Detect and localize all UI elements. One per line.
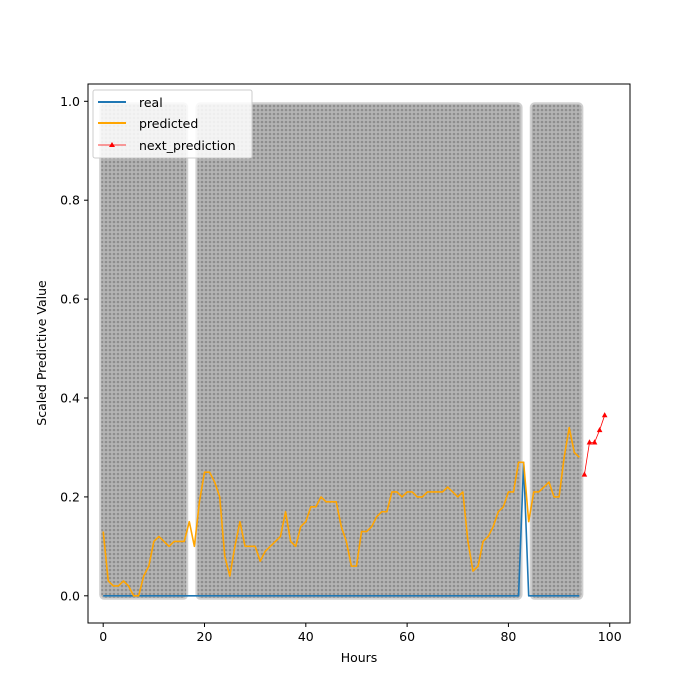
- legend-real-label: real: [139, 95, 163, 110]
- legend-box: [92, 89, 253, 159]
- legend-predicted-label: predicted: [139, 116, 198, 131]
- y-tick-label: 0.4: [60, 391, 80, 406]
- x-axis-label: Hours: [341, 650, 378, 665]
- next-prediction-point: [586, 439, 593, 445]
- x-tick-label: 0: [99, 629, 107, 644]
- next-prediction-point: [581, 471, 588, 477]
- series-line-predicted: [102, 426, 580, 597]
- x-tick-label: 60: [399, 629, 415, 644]
- y-tick-label: 0.2: [60, 489, 80, 504]
- x-tick-label: 20: [197, 629, 213, 644]
- y-tick-label: 0.6: [60, 292, 80, 307]
- x-axis-ticks: 0 20 40 60 80 100: [99, 623, 622, 644]
- series-layer: [102, 412, 608, 597]
- y-axis-label: Scaled Predictive Value: [34, 280, 49, 426]
- y-axis-ticks: 0.0 0.2 0.4 0.6 0.8 1.0: [60, 94, 88, 603]
- plot-frame: [87, 83, 631, 624]
- legend-next-prediction-label: next_prediction: [139, 138, 236, 153]
- x-tick-label: 40: [298, 629, 314, 644]
- shaded-regions: [99, 102, 584, 600]
- y-tick-label: 0.8: [60, 193, 80, 208]
- shaded-region-0: [99, 102, 189, 600]
- next-prediction-point: [596, 426, 603, 433]
- y-tick-label: 1.0: [60, 94, 80, 109]
- next-prediction-point: [601, 412, 608, 418]
- y-tick-label: 0.0: [60, 588, 80, 603]
- shaded-region-2: [529, 102, 584, 600]
- series-line-next-prediction: [584, 415, 606, 475]
- legend: real predicted next_prediction: [92, 89, 253, 159]
- legend-next-prediction-marker: [109, 142, 115, 147]
- x-tick-label: 80: [500, 629, 516, 644]
- shaded-region-1: [195, 102, 523, 600]
- x-tick-label: 100: [598, 629, 622, 644]
- next-prediction-point: [591, 439, 598, 445]
